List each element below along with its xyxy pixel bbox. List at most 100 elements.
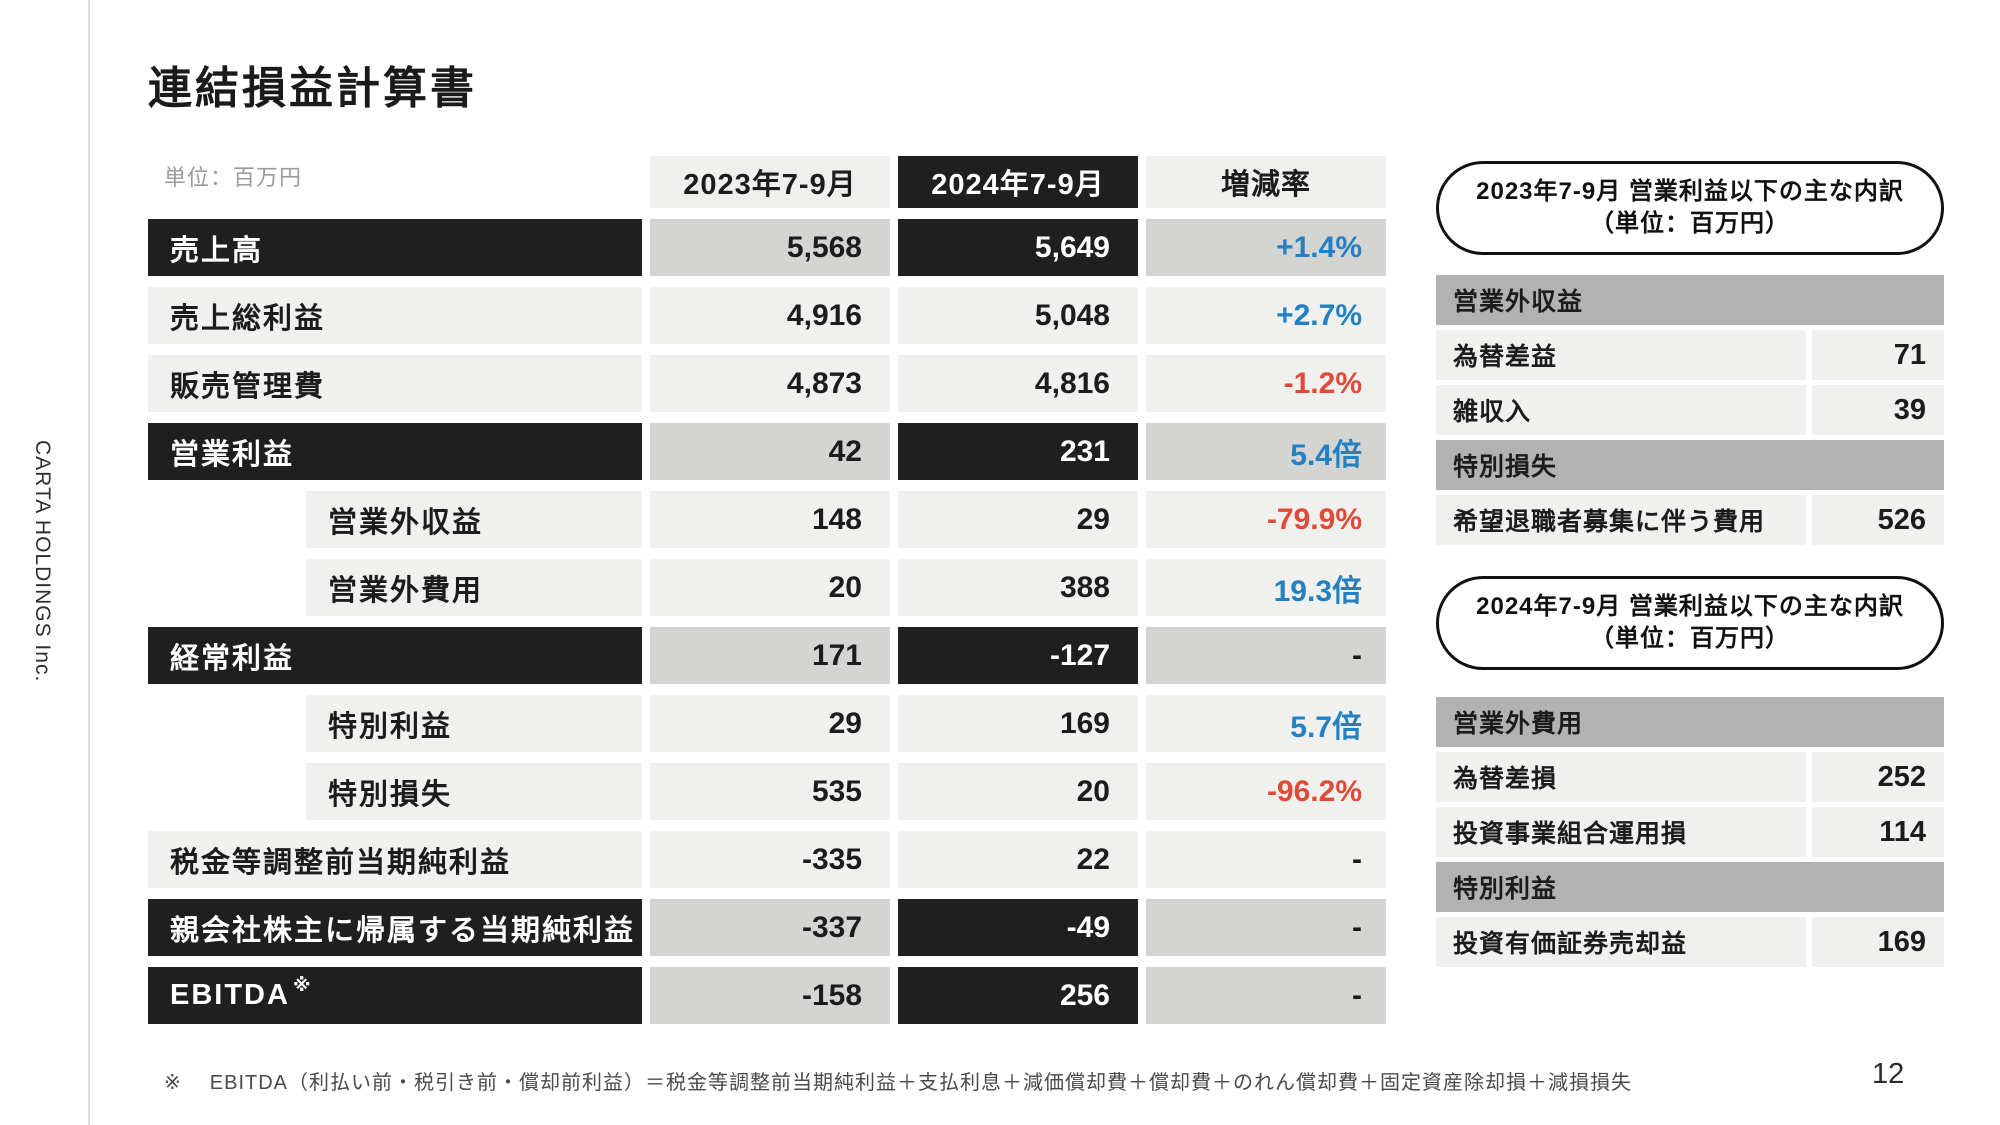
section-header-extraordinary-income: 特別利益 <box>1436 862 1944 912</box>
table-row-operating-profit: 営業利益 42 231 5.4倍 <box>148 423 1386 480</box>
table-row-net-sales: 売上高 5,568 5,649 +1.4% <box>148 219 1386 276</box>
breakdown-label: 投資有価証券売却益 <box>1436 917 1806 967</box>
value-2023: 4,873 <box>650 355 890 412</box>
change-rate: -96.2% <box>1146 763 1386 820</box>
breakdown-panels: 2023年7-9月 営業利益以下の主な内訳 （単位：百万円） 営業外収益 為替差… <box>1436 161 1944 967</box>
company-name-vertical: CARTA HOLDINGS Inc. <box>31 440 54 683</box>
breakdown-label: 為替差益 <box>1436 330 1806 380</box>
change-rate: 5.7倍 <box>1146 695 1386 752</box>
ebitda-footnote-mark: ※ <box>292 975 313 995</box>
breakdown-row: 為替差益 71 <box>1436 330 1944 380</box>
page-title: 連結損益計算書 <box>148 64 477 113</box>
value-2024: 20 <box>898 763 1138 820</box>
unit-label: 単位：百万円 <box>164 165 303 190</box>
table-row-ordinary-profit: 経常利益 171 -127 - <box>148 627 1386 684</box>
ebitda-label: EBITDA <box>170 979 290 1011</box>
row-label: 営業外収益 <box>306 491 642 548</box>
change-rate: -1.2% <box>1146 355 1386 412</box>
table-row-extraordinary-income: 特別利益 29 169 5.7倍 <box>148 695 1386 752</box>
value-2023: 29 <box>650 695 890 752</box>
value-2024: 5,649 <box>898 219 1138 276</box>
breakdown-label: 投資事業組合運用損 <box>1436 807 1806 857</box>
value-2024: 4,816 <box>898 355 1138 412</box>
value-2023: 42 <box>650 423 890 480</box>
value-2023: 171 <box>650 627 890 684</box>
table-row-non-operating-income: 営業外収益 148 29 -79.9% <box>148 491 1386 548</box>
column-header-2023: 2023年7-9月 <box>650 156 890 208</box>
row-label: 売上高 <box>148 219 642 276</box>
row-label: 親会社株主に帰属する当期純利益 <box>148 899 642 956</box>
row-label: 特別利益 <box>306 695 642 752</box>
breakdown-row: 希望退職者募集に伴う費用 526 <box>1436 495 1944 545</box>
change-rate: -79.9% <box>1146 491 1386 548</box>
column-header-2024: 2024年7-9月 <box>898 156 1138 208</box>
column-header-rate: 増減率 <box>1146 156 1386 208</box>
change-rate: +1.4% <box>1146 219 1386 276</box>
breakdown-value: 39 <box>1812 385 1944 435</box>
table-header-row: 2023年7-9月 2024年7-9月 増減率 <box>148 156 1386 208</box>
value-2024: -49 <box>898 899 1138 956</box>
table-row-profit-before-tax: 税金等調整前当期純利益 -335 22 - <box>148 831 1386 888</box>
value-2024: 169 <box>898 695 1138 752</box>
row-label: 税金等調整前当期純利益 <box>148 831 642 888</box>
value-2024: -127 <box>898 627 1138 684</box>
breakdown-2023-title-line2: （単位：百万円） <box>1590 210 1790 237</box>
change-rate: - <box>1146 967 1386 1024</box>
row-label: 営業外費用 <box>306 559 642 616</box>
value-2024: 256 <box>898 967 1138 1024</box>
table-row-non-operating-expenses: 営業外費用 20 388 19.3倍 <box>148 559 1386 616</box>
row-label: 売上総利益 <box>148 287 642 344</box>
breakdown-value: 71 <box>1812 330 1944 380</box>
breakdown-row: 投資事業組合運用損 114 <box>1436 807 1944 857</box>
change-rate: - <box>1146 627 1386 684</box>
section-header-non-operating-income: 営業外収益 <box>1436 275 1944 325</box>
value-2023: -337 <box>650 899 890 956</box>
breakdown-value: 169 <box>1812 917 1944 967</box>
income-statement-table: 2023年7-9月 2024年7-9月 増減率 売上高 5,568 5,649 … <box>148 156 1386 1024</box>
value-2024: 388 <box>898 559 1138 616</box>
value-2023: 148 <box>650 491 890 548</box>
value-2023: 535 <box>650 763 890 820</box>
breakdown-2024-title-line2: （単位：百万円） <box>1590 625 1790 652</box>
table-row-extraordinary-loss: 特別損失 535 20 -96.2% <box>148 763 1386 820</box>
breakdown-2023-title-pill: 2023年7-9月 営業利益以下の主な内訳 （単位：百万円） <box>1436 161 1944 255</box>
value-2023: -158 <box>650 967 890 1024</box>
row-label: EBITDA ※ <box>148 967 642 1024</box>
footnote: ※ EBITDA（利払い前・税引き前・償却前利益）＝税金等調整前当期純利益＋支払利… <box>164 1066 1632 1095</box>
sidebar-divider <box>88 0 90 1125</box>
breakdown-label: 為替差損 <box>1436 752 1806 802</box>
page-number: 12 <box>1872 1058 1905 1090</box>
footnote-marker: ※ <box>164 1072 182 1094</box>
change-rate: 5.4倍 <box>1146 423 1386 480</box>
change-rate: - <box>1146 899 1386 956</box>
table-row-profit-attributable-to-owners: 親会社株主に帰属する当期純利益 -337 -49 - <box>148 899 1386 956</box>
breakdown-value: 114 <box>1812 807 1944 857</box>
value-2023: 4,916 <box>650 287 890 344</box>
table-row-sga: 販売管理費 4,873 4,816 -1.2% <box>148 355 1386 412</box>
row-label: 経常利益 <box>148 627 642 684</box>
change-rate: +2.7% <box>1146 287 1386 344</box>
value-2024: 29 <box>898 491 1138 548</box>
section-header-non-operating-expenses: 営業外費用 <box>1436 697 1944 747</box>
table-row-ebitda: EBITDA ※ -158 256 - <box>148 967 1386 1024</box>
value-2024: 231 <box>898 423 1138 480</box>
breakdown-label: 雑収入 <box>1436 385 1806 435</box>
row-label: 販売管理費 <box>148 355 642 412</box>
value-2023: 5,568 <box>650 219 890 276</box>
row-label: 営業利益 <box>148 423 642 480</box>
breakdown-2024-title-pill: 2024年7-9月 営業利益以下の主な内訳 （単位：百万円） <box>1436 576 1944 670</box>
value-2023: -335 <box>650 831 890 888</box>
breakdown-row: 為替差損 252 <box>1436 752 1944 802</box>
breakdown-2023-title-line1: 2023年7-9月 営業利益以下の主な内訳 <box>1476 177 1904 205</box>
table-row-gross-profit: 売上総利益 4,916 5,048 +2.7% <box>148 287 1386 344</box>
row-label: 特別損失 <box>306 763 642 820</box>
footnote-text: EBITDA（利払い前・税引き前・償却前利益）＝税金等調整前当期純利益＋支払利息… <box>209 1072 1633 1094</box>
breakdown-value: 252 <box>1812 752 1944 802</box>
value-2024: 22 <box>898 831 1138 888</box>
breakdown-value: 526 <box>1812 495 1944 545</box>
breakdown-label: 希望退職者募集に伴う費用 <box>1436 495 1806 545</box>
section-header-extraordinary-loss: 特別損失 <box>1436 440 1944 490</box>
breakdown-row: 雑収入 39 <box>1436 385 1944 435</box>
breakdown-2024-title-line1: 2024年7-9月 営業利益以下の主な内訳 <box>1476 592 1904 620</box>
